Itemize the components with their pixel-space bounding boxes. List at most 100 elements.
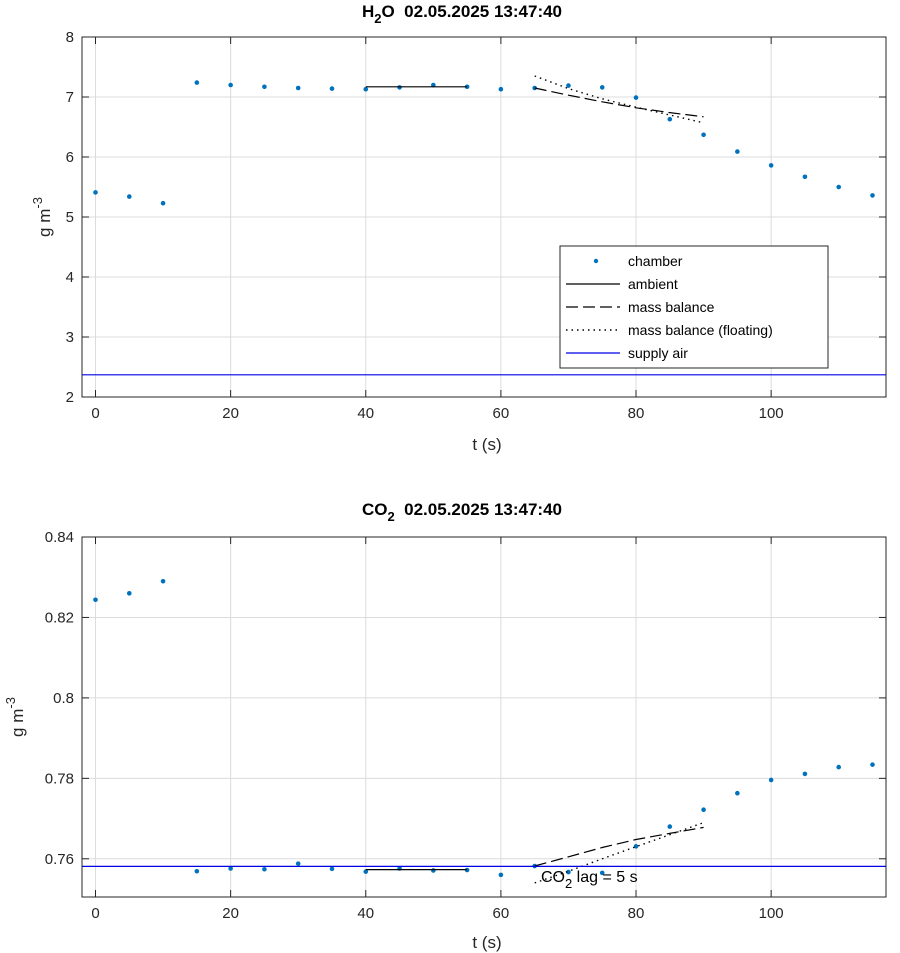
co2-chamber-point <box>295 861 301 866</box>
h2o-ytick-label: 3 <box>66 329 74 346</box>
h2o-chamber-point <box>329 86 335 91</box>
co2-title-sub: 2 <box>387 509 394 524</box>
h2o-ytick-label: 5 <box>66 209 74 226</box>
h2o-chamber-point <box>431 82 436 88</box>
co2-chamber-point <box>836 764 842 770</box>
co2-chamber-point <box>802 771 808 777</box>
legend-mass-balance-floating-label: mass balance (floating) <box>628 322 773 338</box>
h2o-chamber-point <box>464 84 470 90</box>
h2o-chamber-point <box>667 116 673 122</box>
h2o-title-rest: O 02.05.2025 13:47:40 <box>381 2 562 21</box>
co2-chamber-point <box>701 807 706 813</box>
co2-title-rest: 02.05.2025 13:47:40 <box>395 500 562 519</box>
h2o-chamber-point <box>228 82 233 88</box>
co2-ytick-label: 0.82 <box>45 609 74 626</box>
h2o-chamber-point <box>363 86 369 92</box>
h2o-legend: chamber ambient mass balance mass balanc… <box>559 245 829 369</box>
h2o-chamber-point <box>93 190 98 195</box>
h2o-title-sub: 2 <box>374 11 381 26</box>
co2-xtick-label: 80 <box>628 905 645 922</box>
co2-mass-balance-floating-line <box>534 821 704 884</box>
h2o-chamber-point <box>735 149 740 154</box>
h2o-xtick-label: 0 <box>91 405 99 422</box>
co2-chamber-point <box>160 578 166 584</box>
co2-y-axis-label: g m-3 <box>3 697 27 737</box>
annot-sub: 2 <box>565 876 572 891</box>
legend-chamber-marker <box>593 258 599 264</box>
co2-xtick-label: 0 <box>91 905 99 922</box>
co2-chamber-point <box>126 591 132 596</box>
co2-chamber-point <box>768 777 774 783</box>
h2o-chamber-point <box>701 132 706 138</box>
h2o-chamber-point <box>262 84 267 90</box>
h2o-chamber-point <box>498 86 504 92</box>
h2o-ytick-label: 2 <box>66 389 74 406</box>
annot-main: CO <box>541 869 565 886</box>
h2o-ylabel-sup: -3 <box>30 197 45 209</box>
co2-title-main: CO <box>362 500 388 519</box>
co2-ytick-label: 0.76 <box>45 851 74 868</box>
legend-chamber-label: chamber <box>628 253 683 269</box>
co2-chart-title: CO2 02.05.2025 13:47:40 <box>362 500 562 524</box>
h2o-ytick-label: 7 <box>66 89 74 106</box>
co2-chamber-point <box>667 824 673 829</box>
h2o-title-main: H <box>362 2 374 21</box>
co2-chamber-point <box>262 866 267 872</box>
co2-ylabel-main: g m <box>8 709 27 737</box>
h2o-xtick-label: 60 <box>493 405 510 422</box>
co2-ytick-label: 0.84 <box>45 529 74 546</box>
h2o-chamber-point <box>295 85 301 91</box>
co2-chamber-point <box>464 867 470 873</box>
h2o-ylabel-main: g m <box>35 209 54 237</box>
co2-chamber-point <box>194 868 200 874</box>
co2-xtick-label: 20 <box>222 905 239 922</box>
h2o-y-axis-label: g m-3 <box>30 197 54 237</box>
co2-chamber-point <box>870 762 875 767</box>
h2o-ytick-label: 6 <box>66 149 74 166</box>
co2-chamber-point <box>431 868 436 873</box>
co2-chamber-point <box>735 790 740 796</box>
h2o-ytick-label: 8 <box>66 29 74 46</box>
h2o-xtick-label: 20 <box>222 405 239 422</box>
h2o-chamber-point <box>870 193 875 198</box>
h2o-chamber-point <box>532 85 537 91</box>
co2-ytick-label: 0.78 <box>45 770 74 787</box>
co2-series <box>82 578 886 884</box>
co2-xtick-label: 100 <box>759 905 784 922</box>
co2-ytick-label: 0.8 <box>53 690 74 707</box>
legend-ambient-label: ambient <box>628 276 678 292</box>
h2o-chamber-point <box>836 184 842 190</box>
co2-mass-balance-line <box>534 826 704 867</box>
co2-grid <box>82 536 886 897</box>
co2-chamber-point <box>329 866 335 872</box>
h2o-mass-balance-line <box>534 87 704 118</box>
co2-xtick-label: 40 <box>357 905 374 922</box>
h2o-xtick-label: 40 <box>357 405 374 422</box>
legend-supply-air-label: supply air <box>628 345 688 361</box>
h2o-chamber-point <box>599 85 605 90</box>
co2-ylabel-sup: -3 <box>3 697 18 709</box>
h2o-xtick-label: 100 <box>759 405 784 422</box>
co2-chamber-point <box>93 597 98 603</box>
co2-x-axis-label: t (s) <box>472 933 501 952</box>
co2-xtick-label: 60 <box>493 905 510 922</box>
annot-rest: lag = 5 s <box>572 869 637 886</box>
h2o-chamber-point <box>633 95 639 100</box>
h2o-chamber-point <box>194 80 200 85</box>
h2o-chamber-point <box>802 174 808 180</box>
co2-ticks: 0 20 40 60 80 100 0.76 0.78 0.8 0.82 0.84 <box>45 529 886 922</box>
h2o-chamber-point <box>566 83 571 88</box>
co2-chamber-point <box>363 869 369 874</box>
h2o-chamber-point <box>126 194 132 199</box>
h2o-ticks: 0 20 40 60 80 100 2 3 4 5 6 7 8 <box>66 29 886 422</box>
legend-mass-balance-label: mass balance <box>628 299 715 315</box>
h2o-chamber-point <box>768 163 774 168</box>
co2-chamber-point <box>633 844 639 849</box>
h2o-x-axis-label: t (s) <box>472 435 501 454</box>
co2-lag-annotation: CO2 lag = 5 s <box>541 869 638 891</box>
co2-chamber-point <box>498 872 504 878</box>
co2-chamber-point <box>599 870 605 876</box>
